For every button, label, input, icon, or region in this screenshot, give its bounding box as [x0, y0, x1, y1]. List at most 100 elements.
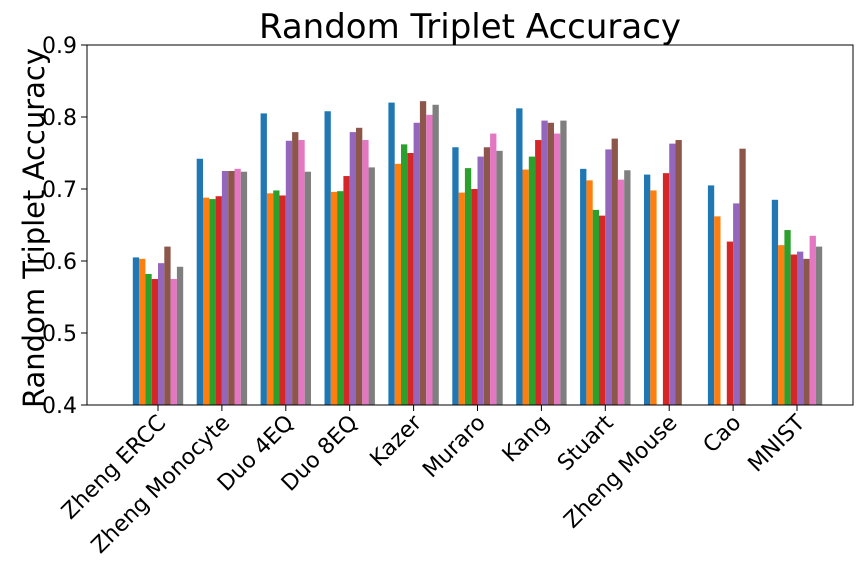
bar — [726, 241, 734, 405]
y-axis: 0.4 0.5 0.6 0.7 0.8 0.9 — [42, 34, 87, 419]
bar — [273, 190, 280, 405]
y-tick-label: 0.9 — [42, 34, 77, 59]
bar — [209, 199, 216, 405]
bar — [669, 143, 676, 405]
bar — [388, 102, 395, 405]
x-tick-label: Muraro — [418, 411, 490, 483]
bar — [337, 191, 344, 405]
bar — [330, 191, 338, 405]
bar — [490, 133, 497, 405]
y-axis-label: Random Triplet Accuracy — [17, 48, 51, 408]
bar — [266, 193, 274, 405]
bar — [394, 163, 401, 405]
bar — [452, 147, 459, 406]
bar — [522, 169, 529, 405]
bar — [644, 174, 651, 405]
bar — [304, 171, 311, 405]
bar — [368, 167, 375, 405]
bar — [279, 195, 286, 405]
bar — [298, 140, 305, 406]
bar — [164, 246, 171, 405]
bar — [292, 132, 299, 405]
x-tick-label: MNIST — [744, 410, 811, 477]
bar — [554, 133, 561, 405]
bar — [483, 147, 491, 406]
bar — [419, 101, 427, 405]
bar — [426, 114, 433, 405]
bar — [733, 203, 740, 405]
bar — [592, 209, 599, 405]
x-tick-label: Cao — [699, 411, 747, 459]
bar — [624, 170, 631, 405]
y-tick-label: 0.8 — [42, 106, 77, 131]
bar — [771, 199, 779, 405]
bar — [714, 216, 721, 405]
bar — [784, 230, 791, 405]
bar — [362, 140, 369, 406]
bar — [662, 173, 670, 405]
bar — [605, 149, 612, 405]
bar — [285, 140, 293, 405]
bar — [203, 197, 210, 405]
bar — [675, 140, 682, 406]
bar — [139, 258, 146, 405]
bar — [240, 171, 248, 405]
bar — [132, 257, 140, 405]
chart-title: Random Triplet Accuracy — [259, 7, 681, 47]
bar — [234, 168, 241, 405]
bar — [541, 120, 548, 405]
bar — [228, 171, 235, 405]
bar — [324, 111, 331, 406]
bar — [547, 122, 554, 405]
y-tick-label: 0.6 — [42, 250, 77, 275]
bar — [145, 273, 152, 405]
bar — [599, 215, 606, 405]
bar — [803, 258, 810, 405]
bar — [413, 122, 420, 405]
bar — [343, 176, 350, 405]
bar — [617, 179, 625, 405]
bar — [528, 156, 536, 405]
bar — [586, 180, 593, 405]
bar — [580, 168, 587, 405]
bar — [464, 168, 472, 405]
bar — [516, 108, 523, 406]
bar — [496, 150, 503, 405]
bar — [739, 148, 746, 405]
bar — [790, 254, 797, 405]
y-tick-label: 0.7 — [42, 178, 77, 203]
bar — [260, 113, 267, 406]
bar — [797, 251, 804, 405]
x-tick-label: Kazer — [366, 410, 428, 472]
bar — [196, 158, 203, 405]
bar — [432, 104, 439, 405]
bar — [809, 235, 816, 405]
bar — [407, 153, 414, 405]
bar — [458, 192, 465, 405]
y-tick-label: 0.4 — [42, 394, 77, 419]
bar — [471, 189, 478, 405]
x-tick-label: Zheng Mouse — [560, 411, 683, 534]
bar — [349, 132, 356, 405]
y-tick-label: 0.5 — [42, 322, 77, 347]
bar — [535, 140, 542, 406]
plot-area — [132, 101, 823, 406]
bar — [477, 156, 484, 405]
bar — [151, 279, 158, 405]
bar — [356, 127, 363, 406]
bar — [221, 171, 229, 405]
bar — [170, 279, 177, 405]
plot-frame — [86, 44, 854, 406]
bar — [778, 245, 785, 405]
bar — [707, 185, 715, 405]
bar — [650, 190, 657, 405]
x-tick-label: Kang — [498, 411, 555, 468]
bar — [611, 138, 618, 405]
bar — [215, 196, 222, 405]
bar — [158, 263, 165, 405]
bar — [401, 144, 408, 406]
bar — [815, 246, 823, 405]
bar — [176, 266, 184, 405]
